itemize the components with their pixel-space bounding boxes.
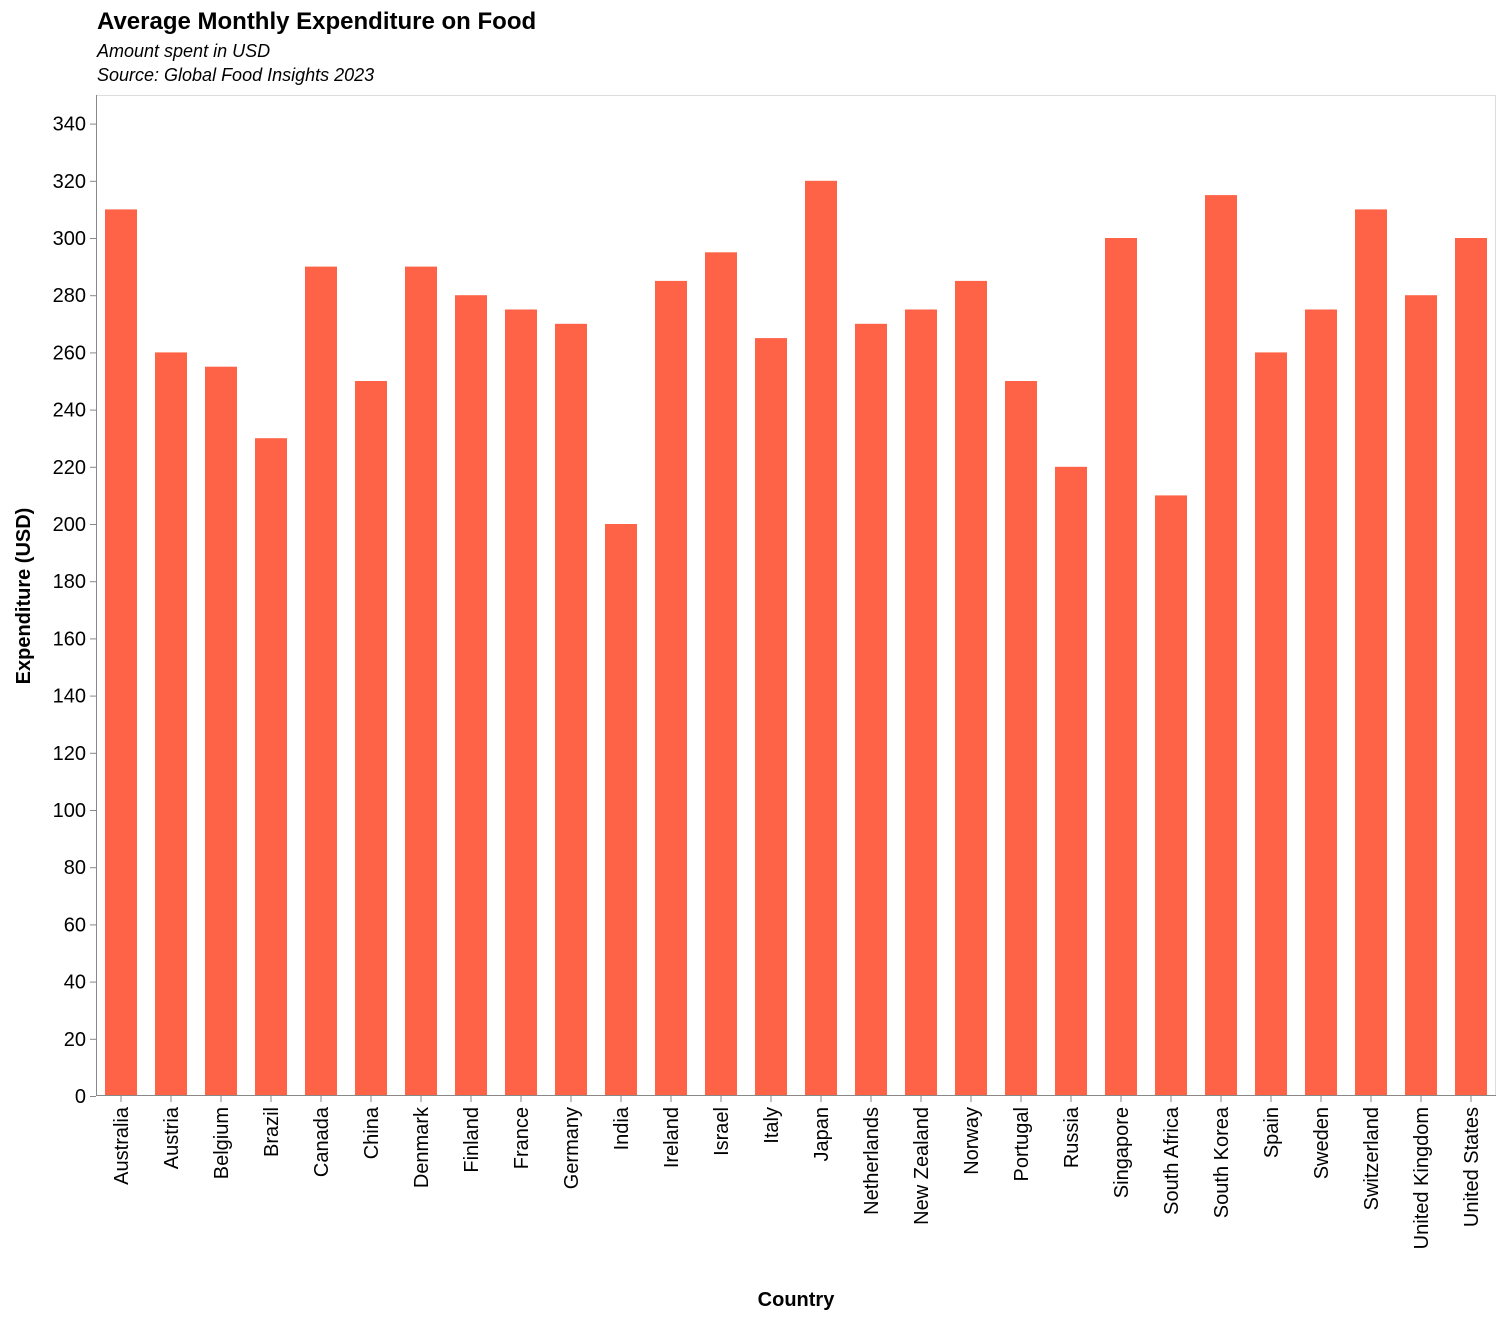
x-tick-label: Netherlands: [861, 1107, 883, 1215]
x-tick-label: France: [511, 1107, 533, 1169]
y-tick-label: 20: [64, 1029, 86, 1051]
x-tick-label: Spain: [1261, 1107, 1283, 1158]
x-tick-label: Belgium: [211, 1107, 233, 1179]
bar-south-korea: [1205, 195, 1237, 1097]
y-tick-label: 220: [53, 457, 86, 479]
bar-finland: [455, 295, 487, 1096]
bar-sweden: [1305, 309, 1337, 1096]
bar-spain: [1255, 352, 1287, 1096]
chart-title: Average Monthly Expenditure on Food: [97, 8, 536, 35]
y-tick-label: 120: [53, 743, 86, 765]
y-tick-label: 280: [53, 285, 86, 307]
y-tick-label: 320: [53, 171, 86, 193]
bar-russia: [1055, 466, 1087, 1096]
x-tick-label: Germany: [561, 1107, 583, 1189]
x-axis-title: Country: [758, 1289, 836, 1311]
y-tick-label: 260: [53, 342, 86, 364]
x-tick-label: United States: [1461, 1107, 1483, 1227]
bar-germany: [555, 323, 587, 1096]
bar-austria: [155, 352, 187, 1096]
bar-israel: [705, 252, 737, 1097]
x-tick-label: Singapore: [1111, 1107, 1133, 1198]
bar-france: [505, 309, 537, 1096]
x-tick-label: Norway: [961, 1107, 983, 1175]
x-tick-label: Australia: [111, 1106, 133, 1185]
x-tick-label: South Africa: [1161, 1106, 1183, 1215]
x-tick-label: Denmark: [411, 1106, 433, 1188]
bars-group: [105, 180, 1487, 1097]
bar-italy: [755, 338, 787, 1097]
bar-united-states: [1455, 238, 1487, 1096]
x-tick-label: India: [611, 1106, 633, 1150]
x-tick-label: China: [361, 1106, 383, 1159]
x-tick-label: Switzerland: [1361, 1107, 1383, 1210]
y-tick-label: 180: [53, 571, 86, 593]
bar-switzerland: [1355, 209, 1387, 1096]
bar-denmark: [405, 266, 437, 1097]
bar-china: [355, 381, 387, 1096]
bar-canada: [305, 266, 337, 1097]
bar-belgium: [205, 366, 237, 1096]
chart-subtitle-line-1: Amount spent in USD: [96, 41, 270, 61]
y-tick-label: 100: [53, 800, 86, 822]
y-tick-label: 200: [53, 514, 86, 536]
x-tick-label: New Zealand: [911, 1107, 933, 1225]
y-axis-title: Expenditure (USD): [13, 508, 35, 685]
y-axis: 0 20 40 60 80 100 120 140 160 180 200 220 240 260 280 3…: [53, 95, 97, 1108]
bar-norway: [955, 280, 987, 1096]
bar-new-zealand: [905, 309, 937, 1096]
y-tick-label: 240: [53, 400, 86, 422]
bar-australia: [105, 209, 137, 1096]
x-tick-label: Japan: [811, 1107, 833, 1162]
chart-subtitle-line-2: Source: Global Food Insights 2023: [97, 65, 374, 85]
x-tick-label: Finland: [461, 1107, 483, 1173]
y-tick-label: 40: [64, 972, 86, 994]
y-tick-label: 300: [53, 228, 86, 250]
x-tick-label: Brazil: [261, 1107, 283, 1157]
x-tick-label: Italy: [761, 1107, 783, 1144]
y-tick-label: 160: [53, 628, 86, 650]
x-tick-label: South Korea: [1211, 1106, 1233, 1218]
bar-netherlands: [855, 323, 887, 1096]
x-tick-label: Israel: [711, 1107, 733, 1156]
bar-portugal: [1005, 381, 1037, 1096]
y-tick-label: 140: [53, 686, 86, 708]
x-tick-label: Austria: [161, 1106, 183, 1169]
bar-india: [605, 524, 637, 1096]
bar-south-africa: [1155, 495, 1187, 1096]
y-tick-label: 60: [64, 914, 86, 936]
bar-ireland: [655, 280, 687, 1096]
bar-united-kingdom: [1405, 295, 1437, 1096]
x-tick-label: Russia: [1061, 1106, 1083, 1168]
x-tick-label: Sweden: [1311, 1107, 1333, 1179]
x-tick-label: Portugal: [1011, 1107, 1033, 1182]
y-tick-label: 0: [75, 1086, 86, 1108]
bar-brazil: [255, 438, 287, 1096]
y-tick-label: 340: [53, 114, 86, 136]
x-tick-label: Canada: [311, 1106, 333, 1177]
bar-singapore: [1105, 238, 1137, 1096]
x-tick-label: Ireland: [661, 1107, 683, 1168]
x-axis: Australia Austria Belgium Brazil Canada China…: [96, 1095, 1496, 1249]
bar-japan: [805, 180, 837, 1097]
y-tick-label: 80: [64, 857, 86, 879]
x-tick-label: United Kingdom: [1411, 1107, 1433, 1249]
